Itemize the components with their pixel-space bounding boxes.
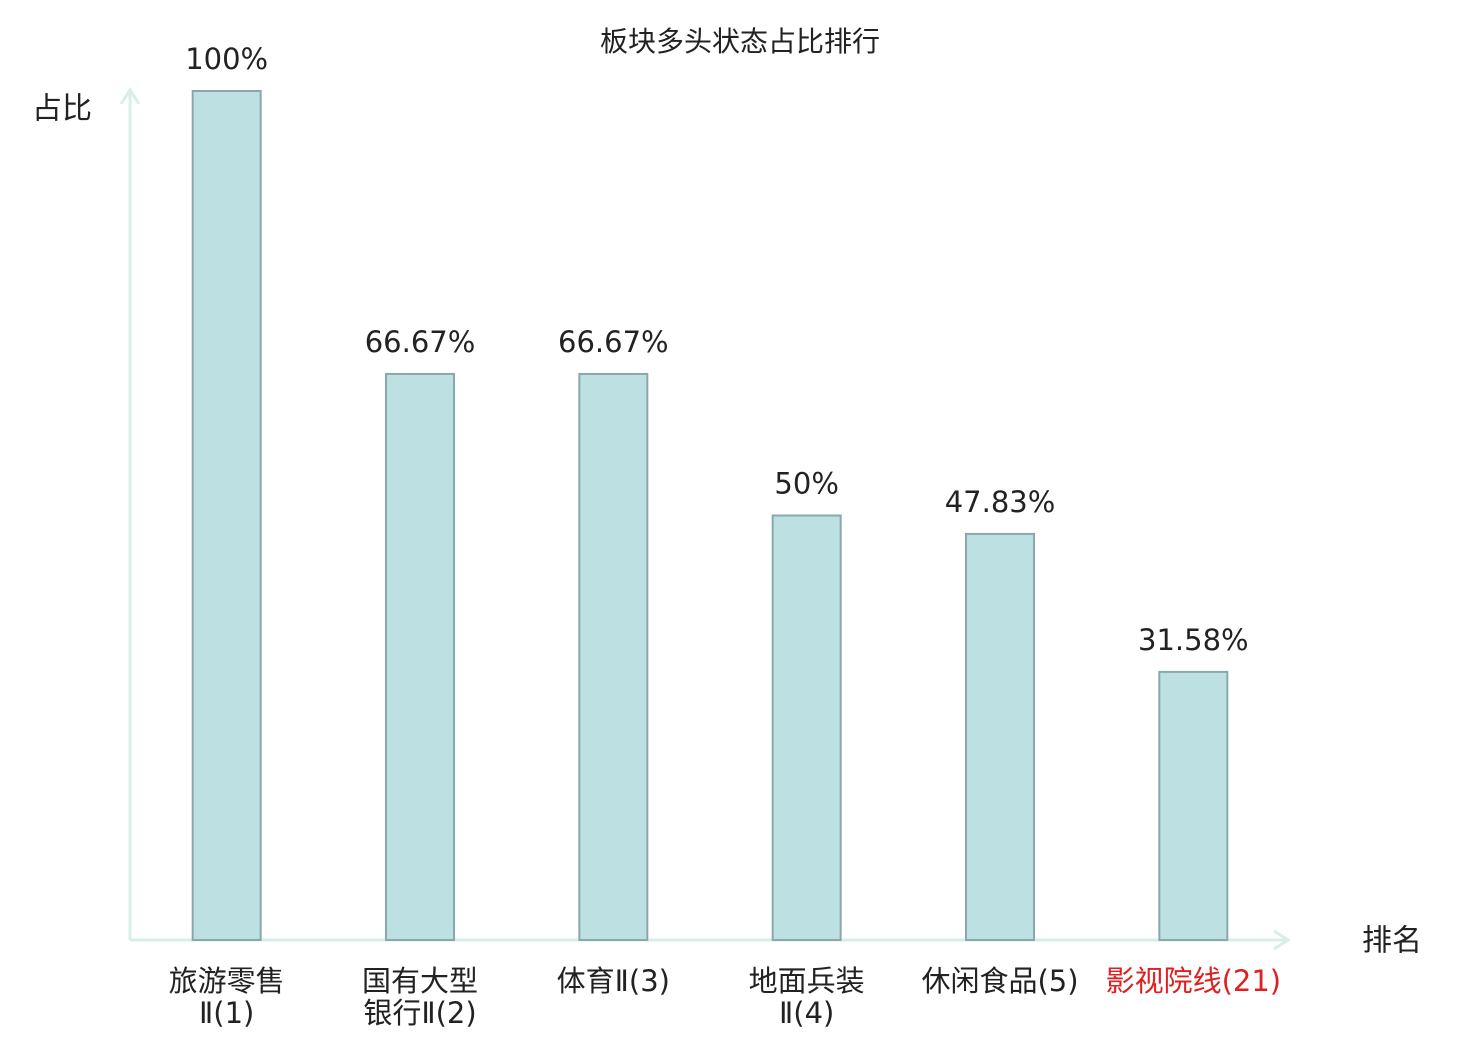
value-label: 66.67%: [365, 325, 476, 359]
x-tick-label: 体育Ⅱ(3): [557, 964, 670, 998]
value-label: 47.83%: [945, 485, 1056, 519]
value-label: 66.67%: [558, 325, 669, 359]
x-tick-label: 影视院线(21): [1106, 964, 1282, 998]
bar: [578, 372, 649, 942]
x-axis-label: 排名: [1362, 924, 1422, 959]
x-tick-label: 国有大型: [362, 964, 478, 998]
x-tick-label: 银行Ⅱ(2): [363, 996, 476, 1030]
y-axis: [119, 87, 141, 940]
bar: [1158, 670, 1229, 941]
x-tick-label: Ⅱ(4): [779, 996, 834, 1030]
value-label: 31.58%: [1138, 623, 1249, 657]
value-label: 100%: [185, 42, 268, 76]
x-tick-label: Ⅱ(1): [199, 996, 254, 1030]
bar: [771, 514, 842, 941]
x-tick-label: 休闲食品(5): [921, 964, 1078, 998]
x-tick-label: 旅游零售: [169, 964, 285, 998]
bar: [385, 372, 455, 942]
chart-title: 板块多头状态占比排行: [600, 25, 880, 58]
value-label: 50%: [774, 467, 838, 501]
bar: [191, 90, 262, 941]
bar: [965, 532, 1035, 941]
y-axis-label: 占比: [32, 92, 92, 127]
x-axis: [130, 929, 1291, 951]
x-tick-label: 地面兵装: [749, 964, 865, 998]
